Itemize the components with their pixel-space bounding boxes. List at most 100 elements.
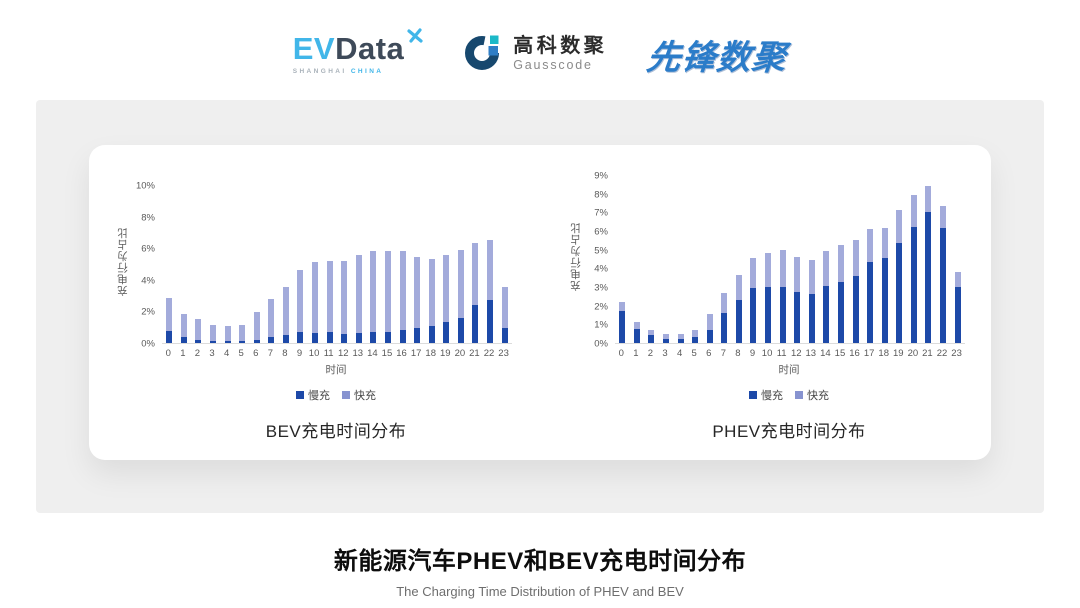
y-tick-label: 9% xyxy=(594,170,608,182)
bar-segment-slow-charge xyxy=(940,228,946,343)
stacked-bar xyxy=(180,313,187,343)
stacked-bar xyxy=(166,297,173,343)
bar-slot-hour-23 xyxy=(950,271,965,343)
main-title: 新能源汽车PHEV和BEV充电时间分布 xyxy=(333,548,747,575)
bar-segment-fast-charge xyxy=(750,258,757,288)
bar-slot-hour-20 xyxy=(454,249,469,343)
stacked-bar xyxy=(896,210,903,343)
bar-segment-slow-charge xyxy=(881,258,888,343)
stacked-bar xyxy=(794,257,801,343)
bar-segment-slow-charge xyxy=(837,282,844,343)
bar-slot-hour-1 xyxy=(177,313,192,343)
bar-segment-fast-charge xyxy=(896,210,903,244)
x-tick-label: 12 xyxy=(790,348,802,359)
stacked-bar xyxy=(619,301,626,343)
stacked-bar xyxy=(881,228,888,343)
bar-slot-hour-17 xyxy=(863,228,878,343)
bar-segment-slow-charge xyxy=(765,287,772,343)
bar-segment-fast-charge xyxy=(224,326,231,342)
x-tick-label: 13 xyxy=(352,348,364,359)
x-tick-label: 22 xyxy=(936,348,948,359)
bar-segment-slow-charge xyxy=(794,291,801,343)
legend-label: 快充 xyxy=(354,390,376,402)
x-tick-label: 18 xyxy=(878,348,889,359)
stacked-bar xyxy=(852,239,859,343)
x-tick-label: 0 xyxy=(165,348,171,359)
x-tick-label: 10 xyxy=(761,348,773,359)
bar-segment-fast-charge xyxy=(355,254,362,333)
x-tick-label: 7 xyxy=(720,348,726,359)
stacked-bar xyxy=(954,271,961,343)
bar-segment-fast-charge xyxy=(195,319,202,340)
bar-segment-slow-charge xyxy=(370,331,377,343)
stacked-bar xyxy=(312,261,319,343)
x-tick-label: 6 xyxy=(253,348,259,359)
bar-segment-slow-charge xyxy=(779,287,786,343)
stacked-bar xyxy=(282,287,289,343)
bar-slot-hour-3 xyxy=(659,334,674,343)
bar-segment-slow-charge xyxy=(414,328,421,343)
legend: 慢充 快充 xyxy=(614,387,964,403)
y-tick-label: 6% xyxy=(141,243,155,255)
bar-slot-hour-13 xyxy=(805,259,820,343)
bar-segment-fast-charge xyxy=(253,311,260,341)
stacked-bar xyxy=(414,256,421,343)
bar-segment-slow-charge xyxy=(443,322,450,343)
y-tick-label: 1% xyxy=(594,319,608,331)
x-tick-label: 4 xyxy=(223,348,230,359)
bar-segment-fast-charge xyxy=(472,243,479,306)
bar-segment-fast-charge xyxy=(940,205,946,229)
bar-slot-hour-13 xyxy=(352,254,367,343)
gray-panel: 充电行为占比 0% 2% 4% 6% 8% 10% 0 1 2 3 4 5 6 7 8 9 10 11 12 13 1… xyxy=(36,100,1044,513)
bar-slot-hour-18 xyxy=(877,228,892,343)
legend-swatch-icon xyxy=(795,391,803,399)
bar-slot-hour-10 xyxy=(761,253,776,343)
legend-label: 快充 xyxy=(807,390,829,402)
bar-segment-slow-charge xyxy=(428,325,435,343)
bar-segment-slow-charge xyxy=(677,338,684,343)
logo-header: EV Data SHANGHAI CHINA 高科 xyxy=(0,0,1080,100)
gausscode-en-name: Gausscode xyxy=(513,57,593,72)
x-tick-label: 6 xyxy=(706,348,712,359)
y-tick-label: 4% xyxy=(594,263,608,275)
y-tick-label: 10% xyxy=(135,180,155,192)
legend-swatch-icon xyxy=(749,391,757,399)
bar-segment-fast-charge xyxy=(239,324,246,342)
bar-segment-slow-charge xyxy=(706,329,713,343)
x-tick-label: 1 xyxy=(180,348,186,359)
stacked-bar xyxy=(750,258,757,343)
bar-segment-fast-charge xyxy=(779,249,786,287)
x-tick-label: 11 xyxy=(776,348,787,359)
bar-segment-fast-charge xyxy=(457,249,464,318)
bar-slot-hour-4 xyxy=(220,326,235,343)
x-tick-label: 9 xyxy=(749,348,756,359)
bar-segment-fast-charge xyxy=(282,287,289,335)
stacked-bar xyxy=(823,250,830,343)
bar-slot-hour-9 xyxy=(293,270,308,343)
bar-slot-hour-3 xyxy=(206,324,221,343)
y-axis-title: 充电行为占比 xyxy=(570,221,582,291)
x-tick-label: 16 xyxy=(849,348,860,359)
bar-segment-slow-charge xyxy=(633,329,640,343)
evdata-logo-ev-text: EV xyxy=(292,31,336,66)
bar-segment-slow-charge xyxy=(268,337,275,343)
y-tick-label: 6% xyxy=(594,226,608,238)
legend-item-fast-charge: 快充 xyxy=(795,387,829,403)
bar-slot-hour-18 xyxy=(424,259,439,343)
bar-slot-hour-4 xyxy=(673,334,688,343)
bar-slot-hour-19 xyxy=(892,210,907,343)
x-tick-label: 11 xyxy=(323,348,334,359)
y-tick-label: 2% xyxy=(594,301,608,313)
bar-slot-hour-21 xyxy=(468,243,483,343)
bar-segment-slow-charge xyxy=(166,331,173,343)
x-axis-title: 时间 xyxy=(325,364,347,376)
bar-slot-hour-14 xyxy=(819,250,834,343)
bar-slot-hour-12 xyxy=(337,260,352,343)
bar-slot-hour-8 xyxy=(279,287,294,343)
bar-segment-slow-charge xyxy=(501,328,508,343)
stacked-bar xyxy=(472,243,479,343)
y-tick-label: 8% xyxy=(594,189,608,201)
main-subtitle: The Charging Time Distribution of PHEV a… xyxy=(396,584,684,599)
phev-chart: 充电行为占比 0% 1% 2% 3% 4% 5% 6% 7% 8% 9% 0 1 2 3 4 5 6 7 8 9 10… xyxy=(568,171,965,442)
bar-segment-fast-charge xyxy=(692,329,699,338)
